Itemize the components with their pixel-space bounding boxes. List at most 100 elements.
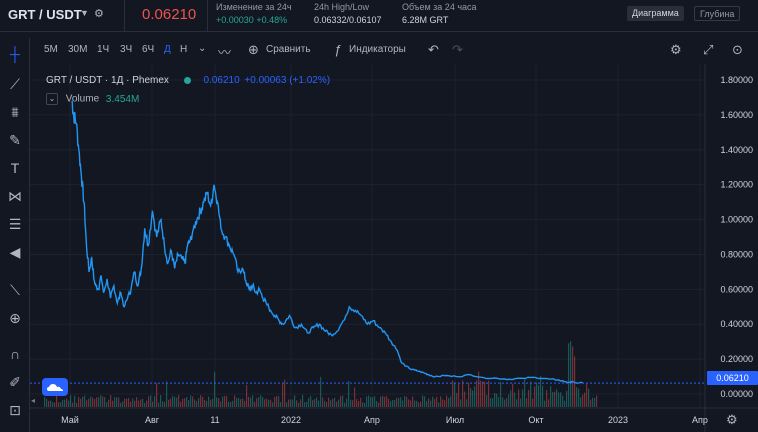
- volume-bar: [548, 399, 550, 407]
- volume-bar: [168, 399, 170, 407]
- x-tick-label: Авг: [145, 415, 160, 425]
- volume-bar: [526, 398, 528, 407]
- interval-5m[interactable]: 5М: [44, 44, 58, 55]
- volume-bar: [528, 389, 530, 407]
- lock-icon[interactable]: ⊡: [9, 402, 21, 418]
- volume-bar: [82, 396, 84, 407]
- collapse-legend-icon[interactable]: ⌄: [46, 93, 58, 105]
- volume-bar: [556, 389, 558, 407]
- price-chart[interactable]: 0.00000 0.20000 0.40000 0.60000 0.80000 1.000…: [30, 64, 758, 432]
- volume-bar: [404, 396, 406, 407]
- indicators-button[interactable]: Индикаторы: [349, 44, 406, 55]
- volume-bar: [146, 400, 148, 407]
- volume-bar: [508, 394, 510, 407]
- fullscreen-icon[interactable]: ⤢: [703, 42, 714, 57]
- volume-bar: [152, 401, 154, 407]
- volume-bar: [376, 400, 378, 407]
- volume-bar: [388, 398, 390, 407]
- volume-bar: [326, 402, 328, 407]
- interval-1d[interactable]: Д: [164, 44, 171, 55]
- volume-bar: [504, 399, 506, 407]
- gear-icon[interactable]: ⚙: [670, 42, 682, 57]
- volume-bar: [520, 398, 522, 407]
- volume-bar: [252, 395, 254, 407]
- volume-bar: [368, 395, 370, 407]
- volume-bar: [380, 396, 382, 407]
- text-icon[interactable]: T: [10, 160, 20, 176]
- volume-bar: [494, 393, 496, 407]
- volume-bar: [186, 397, 188, 407]
- volume-bar: [332, 398, 334, 407]
- symbol-settings-icon[interactable]: ⚙: [94, 8, 104, 20]
- volume-bar: [264, 399, 266, 407]
- volume-bar: [540, 376, 542, 407]
- mode-depth-button[interactable]: Глубина: [694, 6, 741, 21]
- cloud-logo-button[interactable]: [42, 378, 68, 396]
- mode-chart-button[interactable]: Диаграмма: [627, 6, 684, 21]
- volume-bar: [76, 402, 78, 407]
- volume-bar: [294, 395, 296, 407]
- volume-bar: [324, 400, 326, 407]
- volume-bar: [174, 396, 176, 407]
- zoom-in-icon[interactable]: ⊕: [9, 310, 21, 326]
- volume-bar: [442, 399, 444, 407]
- volume-bar: [58, 402, 60, 407]
- volume-bar: [452, 380, 454, 407]
- drawing-toolbar: ┼ ⟋ ⩩ ✎ T ⋈ ☰ ◀ ⟍ ⊕ ∩ ✐ ⊡: [0, 38, 30, 432]
- line-style-icon[interactable]: 〰: [218, 45, 232, 60]
- interval-3h[interactable]: 3Ч: [120, 44, 133, 55]
- volume-bar: [468, 382, 470, 407]
- brush-icon[interactable]: ✎: [9, 132, 21, 148]
- interval-6h[interactable]: 6Ч: [142, 44, 155, 55]
- interval-1h[interactable]: 1Ч: [97, 44, 110, 55]
- x-tick-label: Апр: [692, 415, 708, 425]
- stat-highlow-value: 0.06332/0.06107: [314, 15, 382, 25]
- crosshair-icon[interactable]: ┼: [10, 46, 20, 62]
- volume-bar: [536, 382, 538, 407]
- cloud-icon: [47, 384, 63, 391]
- volume-bar: [232, 400, 234, 407]
- pattern-icon[interactable]: ⋈: [8, 188, 22, 204]
- chevron-down-icon[interactable]: ⌄: [198, 43, 207, 54]
- volume-bar: [84, 395, 86, 407]
- plus-circle-icon[interactable]: ⊕: [248, 42, 259, 57]
- symbol-selector[interactable]: GRT / USDT: [8, 7, 82, 22]
- ruler-icon[interactable]: ⟍: [10, 282, 20, 298]
- volume-bar: [278, 396, 280, 407]
- volume-bar: [78, 397, 80, 407]
- volume-bar: [444, 400, 446, 407]
- volume-bar: [92, 397, 94, 407]
- fib-icon[interactable]: ⩩: [11, 104, 19, 120]
- volume-bar: [532, 398, 534, 407]
- volume-bar: [64, 399, 66, 407]
- volume-bar: [424, 396, 426, 407]
- camera-icon[interactable]: ⊙: [732, 42, 743, 57]
- redo-icon[interactable]: ↷: [452, 42, 463, 57]
- volume-bar: [122, 401, 124, 407]
- collapse-panel-icon[interactable]: ◂: [31, 396, 36, 405]
- magnet-icon[interactable]: ∩: [9, 346, 21, 362]
- back-arrow-icon[interactable]: ◀: [9, 244, 21, 260]
- volume-bar: [450, 396, 452, 407]
- lock-drawings-icon[interactable]: ✐: [9, 374, 21, 390]
- undo-icon[interactable]: ↶: [428, 42, 439, 57]
- volume-bar: [176, 397, 178, 407]
- interval-1w[interactable]: Н: [180, 44, 188, 55]
- interval-30m[interactable]: 30М: [68, 44, 88, 55]
- volume-legend[interactable]: ⌄ Volume 3.454M: [46, 93, 139, 105]
- fx-icon[interactable]: ƒ: [334, 42, 342, 57]
- compare-button[interactable]: Сравнить: [266, 44, 311, 55]
- volume-bar: [582, 394, 584, 407]
- volume-bar: [50, 400, 52, 407]
- caret-down-icon[interactable]: ▼: [80, 8, 89, 18]
- y-tick-label: 0.80000: [720, 249, 753, 259]
- volume-bar: [222, 396, 224, 407]
- x-tick-label: Июл: [446, 415, 464, 425]
- axis-settings-icon[interactable]: ⚙: [726, 412, 738, 427]
- volume-bar: [68, 400, 70, 407]
- prediction-icon[interactable]: ☰: [8, 216, 22, 232]
- volume-bar: [310, 395, 312, 407]
- volume-bar: [136, 397, 138, 407]
- volume-bar: [262, 396, 264, 407]
- trend-line-icon[interactable]: ⟋: [10, 76, 20, 92]
